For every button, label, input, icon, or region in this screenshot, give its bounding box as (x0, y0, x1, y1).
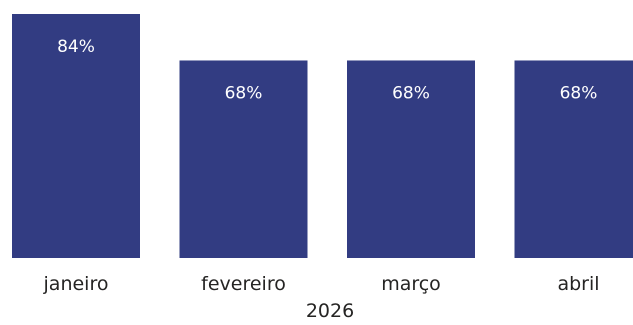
bar-2[interactable] (347, 60, 475, 258)
x-tick-label-2: março (381, 273, 441, 295)
category-labels-group: janeiro fevereiro março abril (43, 273, 600, 295)
bar-3[interactable] (514, 60, 633, 258)
x-tick-label-3: abril (557, 273, 599, 295)
bars-group (12, 14, 633, 258)
data-label-0: 84% (57, 37, 95, 57)
data-label-3: 68% (560, 83, 598, 103)
data-label-1: 68% (225, 83, 263, 103)
x-axis-group-label: 2026 (306, 300, 354, 322)
x-tick-label-0: janeiro (43, 273, 109, 295)
bar-1[interactable] (179, 60, 308, 258)
x-tick-label-1: fevereiro (201, 273, 286, 295)
value-labels-group: 84% 68% 68% 68% (57, 37, 597, 103)
bar-0[interactable] (12, 14, 140, 258)
data-label-2: 68% (392, 83, 430, 103)
